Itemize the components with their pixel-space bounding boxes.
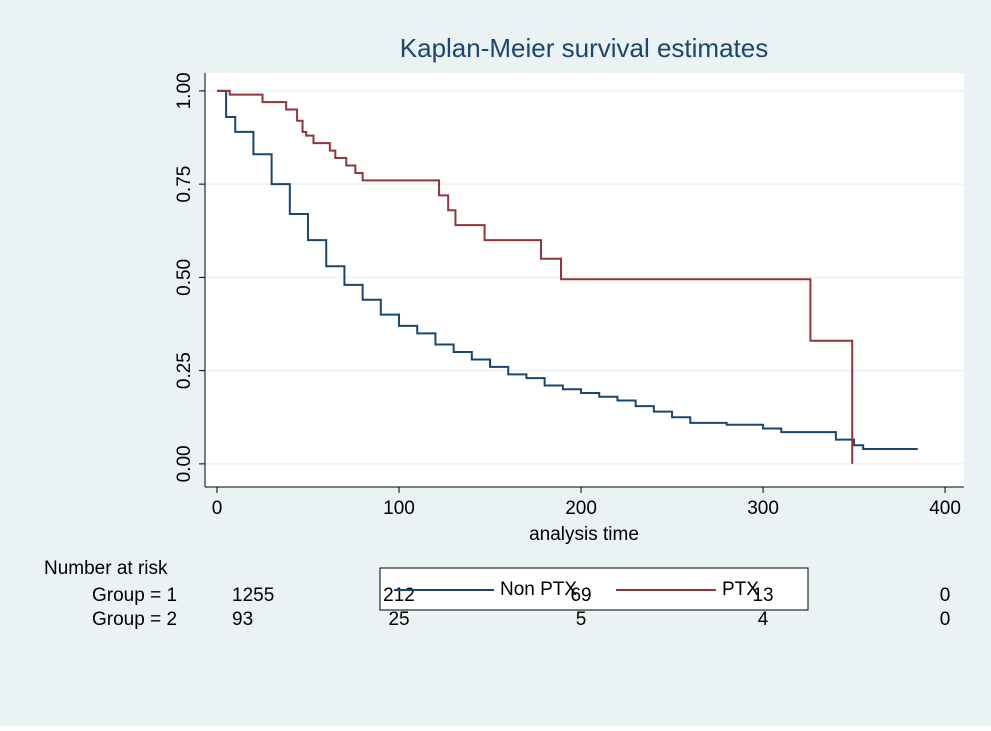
y-tick-label: 1.00 [174, 72, 195, 109]
legend-label: PTX [722, 579, 759, 600]
risk-row-label: Group = 1 [92, 585, 177, 606]
x-axis-label: analysis time [529, 524, 639, 545]
risk-value: 0 [940, 609, 951, 630]
risk-value: 212 [383, 585, 415, 606]
chart-title: Kaplan-Meier survival estimates [400, 33, 768, 63]
x-tick-label: 200 [565, 498, 597, 519]
x-tick-label: 300 [747, 498, 779, 519]
risk-value: 69 [570, 585, 591, 606]
y-tick-label: 0.25 [174, 352, 195, 389]
risk-value: 5 [576, 609, 587, 630]
risk-value: 25 [388, 609, 409, 630]
km-curve [217, 89, 854, 464]
risk-value: 4 [758, 609, 769, 630]
risk-value: 1255 [232, 585, 274, 606]
y-tick-label: 0.50 [174, 259, 195, 296]
risk-row-label: Group = 2 [92, 609, 177, 630]
risk-title: Number at risk [44, 558, 168, 579]
legend-label: Non PTX [500, 579, 577, 600]
x-tick-label: 0 [212, 498, 223, 519]
km-curve [217, 89, 918, 450]
risk-value: 0 [940, 585, 951, 606]
x-tick-label: 100 [383, 498, 415, 519]
y-tick-label: 0.75 [174, 166, 195, 203]
x-tick-label: 400 [929, 498, 961, 519]
y-tick-label: 0.00 [174, 445, 195, 482]
risk-value: 93 [232, 609, 253, 630]
risk-value: 13 [752, 585, 773, 606]
